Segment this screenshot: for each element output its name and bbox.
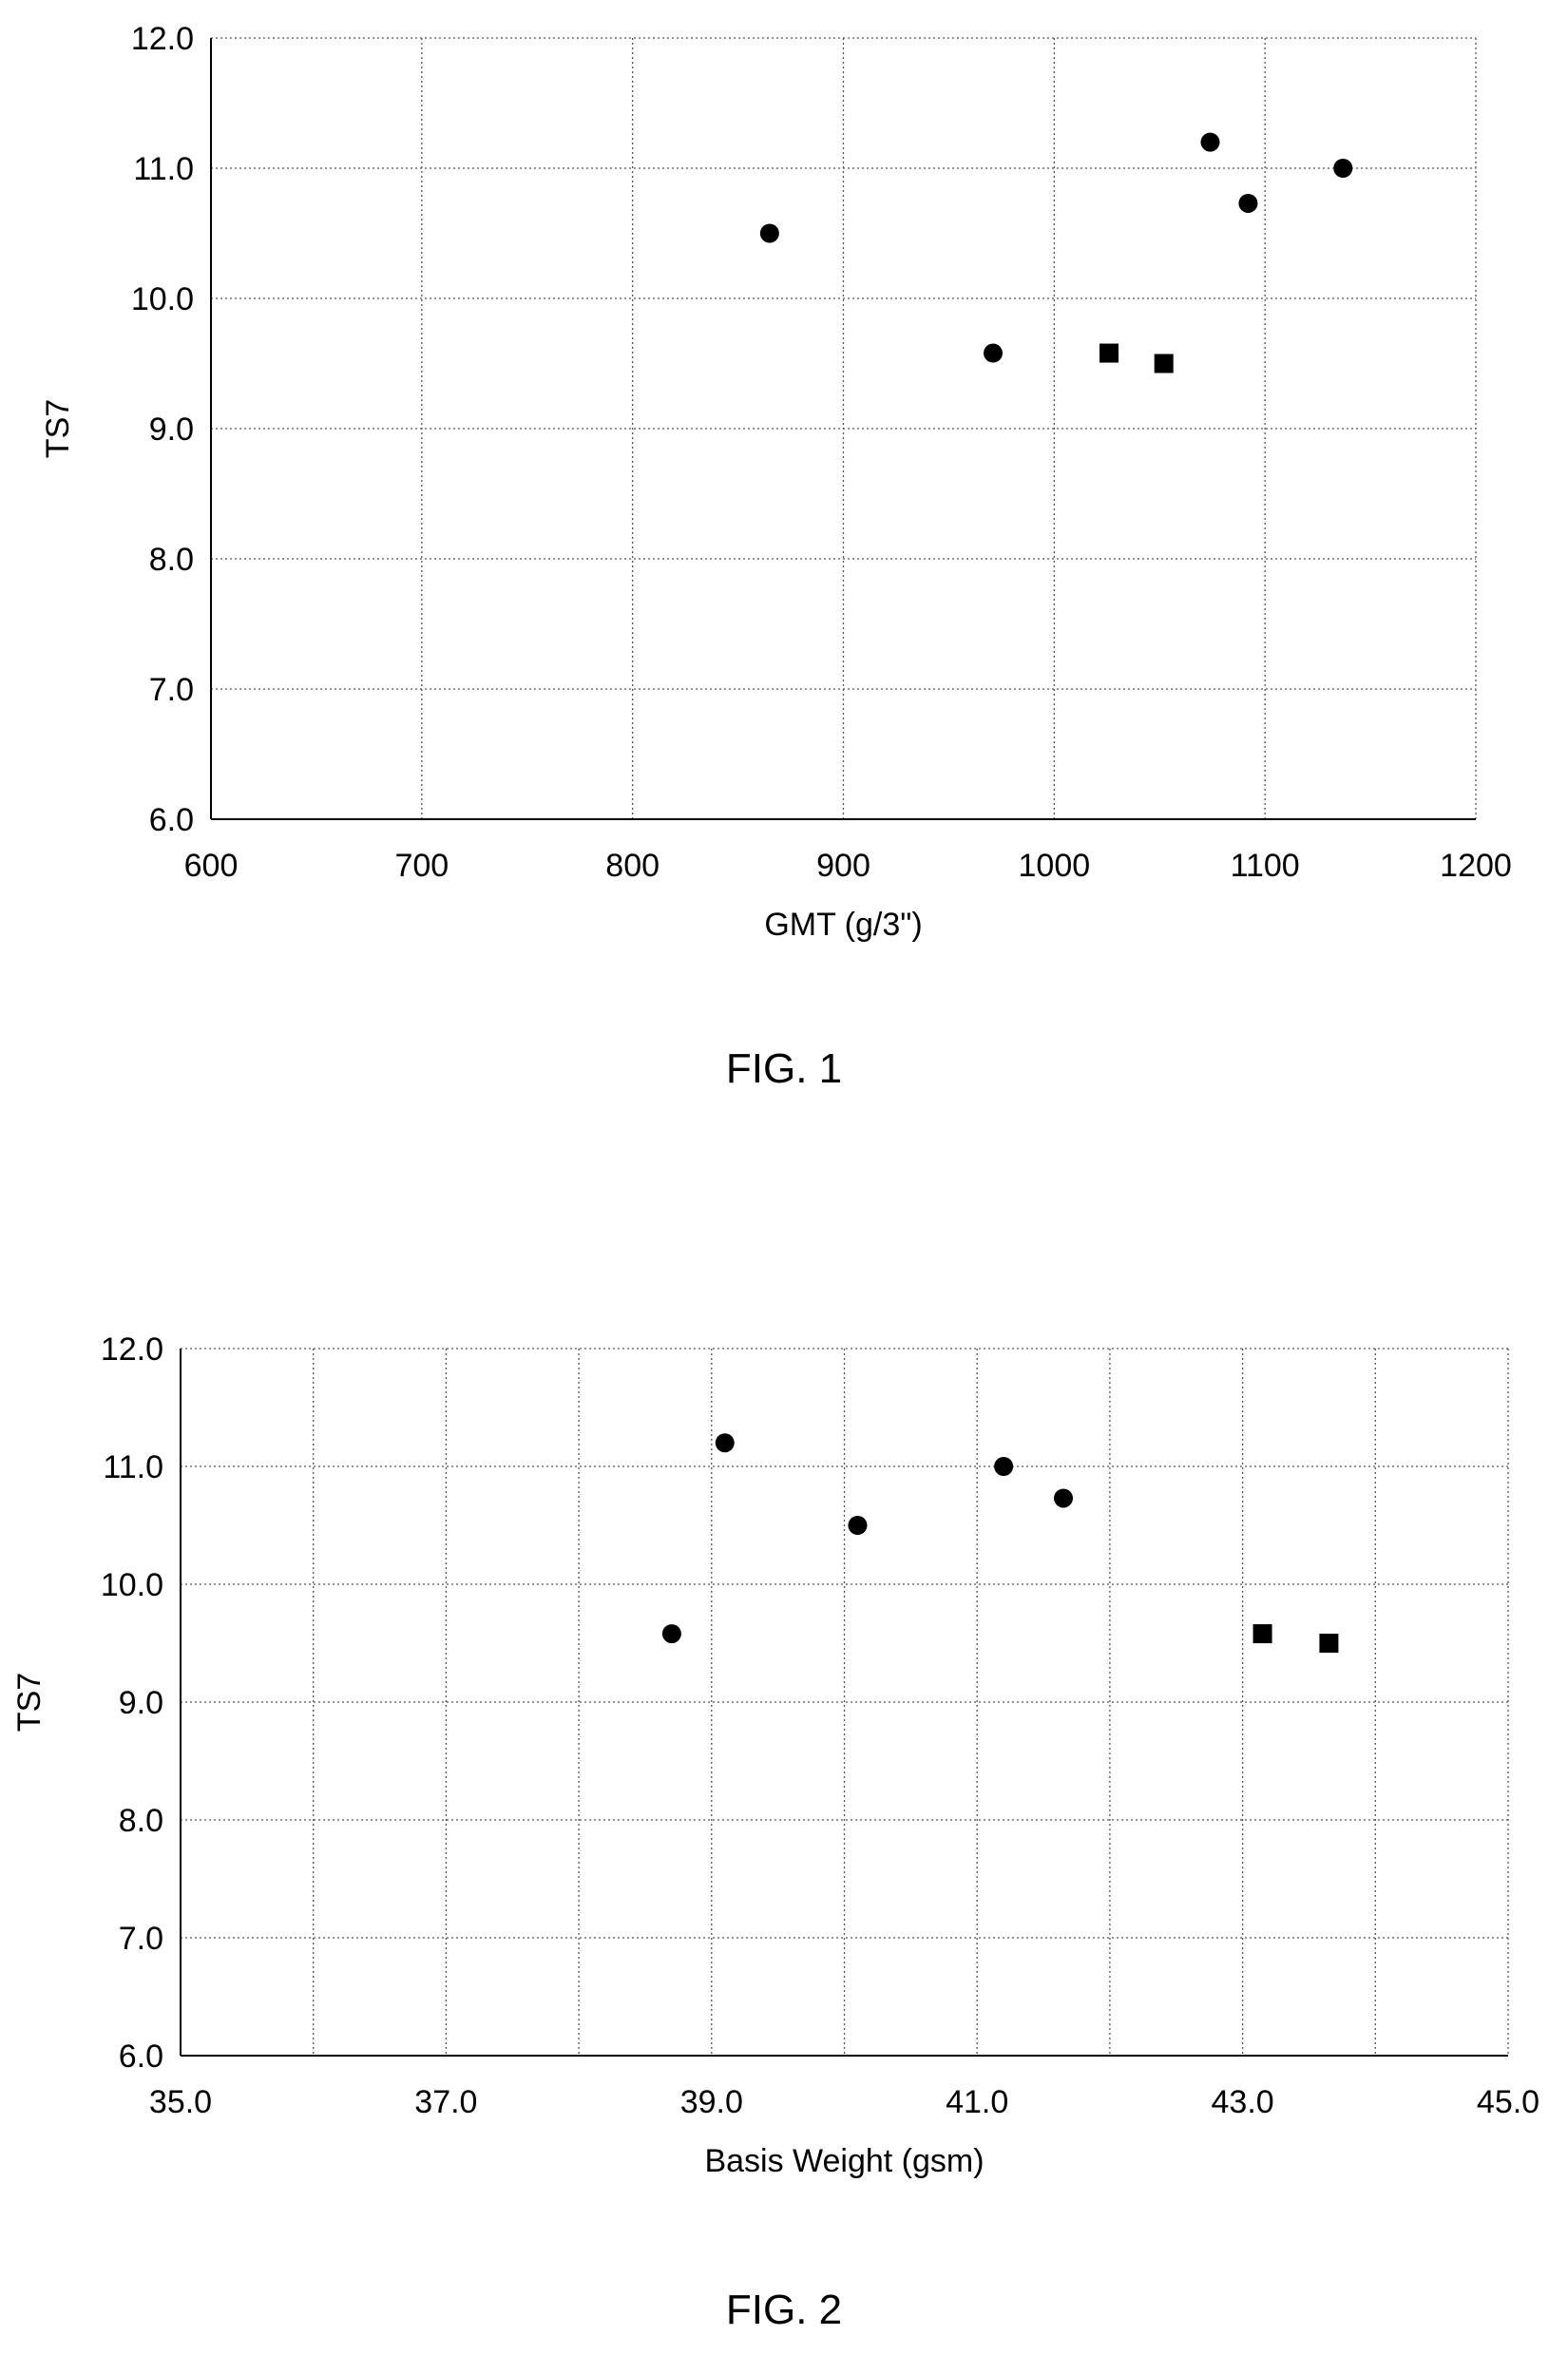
x-tick-label: 45.0 — [1477, 2084, 1539, 2120]
x-tick-label: 37.0 — [414, 2084, 477, 2120]
y-tick-labels: 6.0 7.0 8.0 9.0 10.0 11.0 12.0 — [101, 1331, 163, 2075]
y-tick-label: 8.0 — [149, 542, 194, 578]
y-tick-label: 10.0 — [101, 1567, 163, 1603]
y-tick-label: 6.0 — [149, 802, 194, 838]
data-point-circle — [1200, 132, 1220, 152]
y-tick-label: 10.0 — [131, 281, 194, 317]
figure-1: 6.0 7.0 8.0 9.0 10.0 11.0 12.0 600 700 800 900 1000… — [0, 0, 1568, 1140]
square-marker-series — [1100, 343, 1174, 373]
x-tick-label: 1100 — [1231, 848, 1300, 884]
data-point-square — [1319, 1634, 1339, 1653]
x-tick-label: 1000 — [1019, 848, 1091, 884]
x-tick-label: 900 — [816, 848, 870, 884]
figure-2: 6.0 7.0 8.0 9.0 10.0 11.0 12.0 35.0 37.0 39.0 41.0… — [0, 1312, 1568, 2355]
data-point-square — [1154, 354, 1174, 373]
y-tick-label: 8.0 — [119, 1803, 163, 1839]
figure-caption: FIG. 1 — [725, 1045, 843, 1092]
data-point-circle — [661, 1624, 681, 1644]
data-point-circle — [1054, 1488, 1074, 1508]
data-point-circle — [984, 343, 1004, 363]
scatter-chart-gmt: 6.0 7.0 8.0 9.0 10.0 11.0 12.0 600 700 800 900 1000… — [40, 21, 1512, 943]
data-point-circle — [759, 223, 779, 243]
x-tick-label: 700 — [394, 848, 449, 884]
y-tick-label: 11.0 — [103, 1449, 163, 1485]
x-tick-label: 43.0 — [1212, 2084, 1274, 2120]
circle-marker-series — [661, 1433, 1074, 1644]
data-point-circle — [848, 1516, 868, 1535]
scatter-chart-basis-weight: 6.0 7.0 8.0 9.0 10.0 11.0 12.0 35.0 37.0 39.0 41.0… — [11, 1331, 1539, 2179]
y-tick-label: 12.0 — [131, 21, 194, 57]
y-tick-label: 12.0 — [101, 1331, 163, 1368]
x-tick-label: 600 — [184, 848, 239, 884]
data-point-circle — [1238, 193, 1258, 213]
y-tick-label: 7.0 — [149, 672, 194, 708]
x-tick-labels: 35.0 37.0 39.0 41.0 43.0 45.0 — [149, 2084, 1539, 2120]
data-point-circle — [1333, 159, 1353, 178]
data-point-square — [1100, 343, 1119, 363]
y-tick-label: 9.0 — [149, 412, 194, 448]
gridlines — [181, 1348, 1509, 2056]
x-tick-label: 800 — [605, 848, 660, 884]
x-tick-label: 39.0 — [680, 2084, 743, 2120]
y-tick-label: 6.0 — [119, 2039, 163, 2075]
data-point-circle — [994, 1457, 1014, 1476]
data-point-square — [1252, 1624, 1272, 1644]
y-axis-label: TS7 — [11, 1673, 48, 1732]
square-marker-series — [1252, 1624, 1339, 1653]
y-tick-labels: 6.0 7.0 8.0 9.0 10.0 11.0 12.0 — [131, 21, 194, 838]
gridlines — [211, 37, 1477, 819]
y-tick-label: 11.0 — [133, 151, 194, 187]
x-axis-label: Basis Weight (gsm) — [704, 2143, 984, 2179]
circle-marker-series — [759, 132, 1353, 363]
y-tick-label: 7.0 — [119, 1921, 163, 1957]
x-tick-label: 1200 — [1440, 848, 1512, 884]
x-axis-label: GMT (g/3") — [764, 907, 922, 943]
x-tick-labels: 600 700 800 900 1000 1100 1200 — [184, 848, 1512, 884]
y-axis-label: TS7 — [40, 399, 76, 458]
x-tick-label: 41.0 — [946, 2084, 1008, 2120]
y-tick-label: 9.0 — [119, 1685, 163, 1721]
data-point-circle — [715, 1433, 735, 1453]
figure-caption: FIG. 2 — [725, 2287, 843, 2333]
x-tick-label: 35.0 — [149, 2084, 212, 2120]
